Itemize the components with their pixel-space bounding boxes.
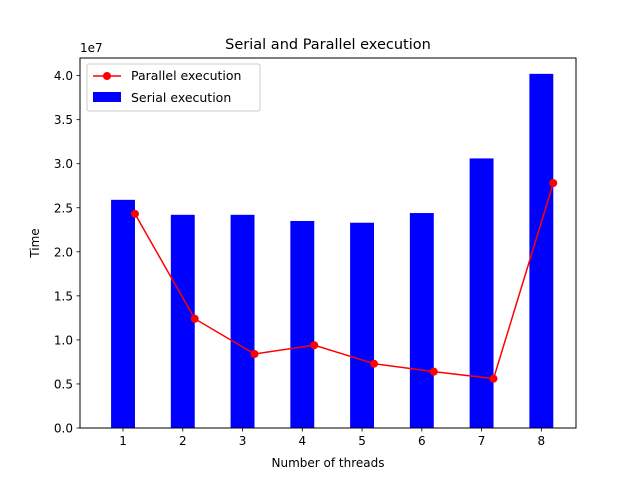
x-tick-label-2: 2 — [179, 434, 187, 448]
x-tick-label-4: 4 — [298, 434, 306, 448]
x-tick-label-3: 3 — [239, 434, 247, 448]
y-offset-label: 1e7 — [80, 41, 103, 55]
y-tick-label: 1.5 — [54, 289, 73, 303]
legend: Parallel execution Serial execution — [86, 63, 261, 112]
x-tick-label-1: 1 — [119, 434, 127, 448]
plot-area — [111, 73, 558, 428]
y-tick-label: 3.5 — [54, 113, 73, 127]
x-axis-label: Number of threads — [272, 456, 385, 470]
bar-serial-3 — [230, 214, 255, 428]
bar-serial-4 — [290, 220, 315, 428]
point-parallel-3 — [250, 350, 259, 358]
y-tick-label: 0.0 — [54, 422, 73, 436]
chart-title: Serial and Parallel execution — [225, 37, 431, 53]
x-tick-label-6: 6 — [418, 434, 426, 448]
x-tick-label-5: 5 — [358, 434, 366, 448]
point-parallel-1 — [130, 209, 139, 218]
y-tick-label: 0.5 — [54, 377, 73, 391]
bar-serial-5 — [350, 222, 375, 428]
axes: 1 2 3 4 5 6 7 8 0.0 0.5 1.0 1.5 2.0 2.5 3.0 3.5 4.0 — [54, 69, 545, 448]
y-tick-label: 2.5 — [54, 201, 73, 215]
point-parallel-2 — [190, 314, 199, 323]
legend-bar-swatch — [93, 92, 121, 102]
bar-serial-2 — [170, 214, 195, 428]
bar-serial-6 — [409, 213, 434, 428]
point-parallel-7 — [489, 374, 498, 383]
legend-box — [86, 63, 261, 112]
y-axis-label: Time — [28, 228, 42, 258]
y-tick-label: 4.0 — [54, 69, 73, 83]
line-parallel — [134, 182, 555, 380]
bar-serial-1 — [111, 199, 135, 428]
axes-frame — [79, 57, 577, 429]
bar-serial-8 — [529, 73, 554, 428]
point-parallel-5 — [370, 359, 379, 368]
legend-marker-swatch — [103, 72, 111, 80]
bar-serial-7 — [469, 158, 494, 428]
y-tick-label: 2.0 — [54, 245, 73, 259]
point-parallel-4 — [310, 341, 319, 350]
point-parallel-8 — [549, 179, 558, 188]
point-parallel-6 — [429, 367, 438, 376]
y-tick-label: 1.0 — [54, 333, 73, 347]
y-tick-label: 3.0 — [54, 157, 73, 171]
x-tick-label-8: 8 — [538, 434, 546, 448]
legend-label-parallel: Parallel execution — [131, 68, 241, 83]
legend-label-serial: Serial execution — [131, 90, 231, 105]
x-tick-label-7: 7 — [478, 434, 486, 448]
